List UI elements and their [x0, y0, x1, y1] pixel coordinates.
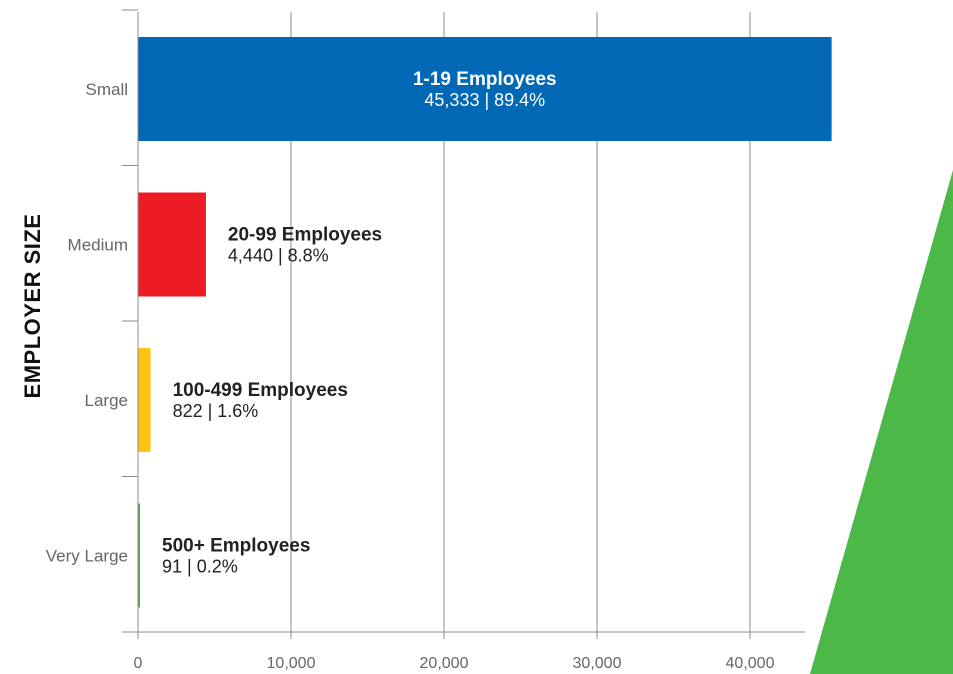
category-label-small: Small	[85, 80, 128, 99]
bar-large	[138, 348, 151, 452]
green-wedge-decoration	[810, 170, 953, 674]
x-tick-label: 30,000	[573, 655, 622, 672]
bar-value-label: 91 | 0.2%	[162, 557, 238, 577]
category-label-medium: Medium	[68, 236, 128, 255]
x-tick-label: 20,000	[420, 655, 469, 672]
x-tick-label: 10,000	[267, 655, 316, 672]
bar-title-label: 100-499 Employees	[173, 380, 348, 401]
x-tick-label: 40,000	[726, 655, 775, 672]
bar-value-label: 45,333 | 89.4%	[424, 90, 545, 110]
bars	[138, 37, 832, 608]
bar-value-label: 822 | 1.6%	[173, 401, 259, 421]
bar-medium	[138, 192, 206, 297]
bar-value-label: 4,440 | 8.8%	[228, 246, 329, 266]
axes	[122, 9, 805, 639]
bar-title-label: 500+ Employees	[162, 536, 310, 557]
category-label-very-large: Very Large	[46, 547, 128, 566]
category-label-large: Large	[85, 391, 128, 410]
y-axis-title: EMPLOYER SIZE	[20, 214, 45, 399]
bar-title-label: 20-99 Employees	[228, 225, 382, 246]
bar-very-large	[138, 503, 140, 608]
bar-small	[138, 37, 832, 141]
bar-title-label: 1-19 Employees	[413, 69, 557, 90]
x-tick-label: 0	[134, 655, 143, 672]
labels: 0 10,000 20,000 30,000 40,000 Small 1-19 Emplo…	[46, 69, 775, 672]
